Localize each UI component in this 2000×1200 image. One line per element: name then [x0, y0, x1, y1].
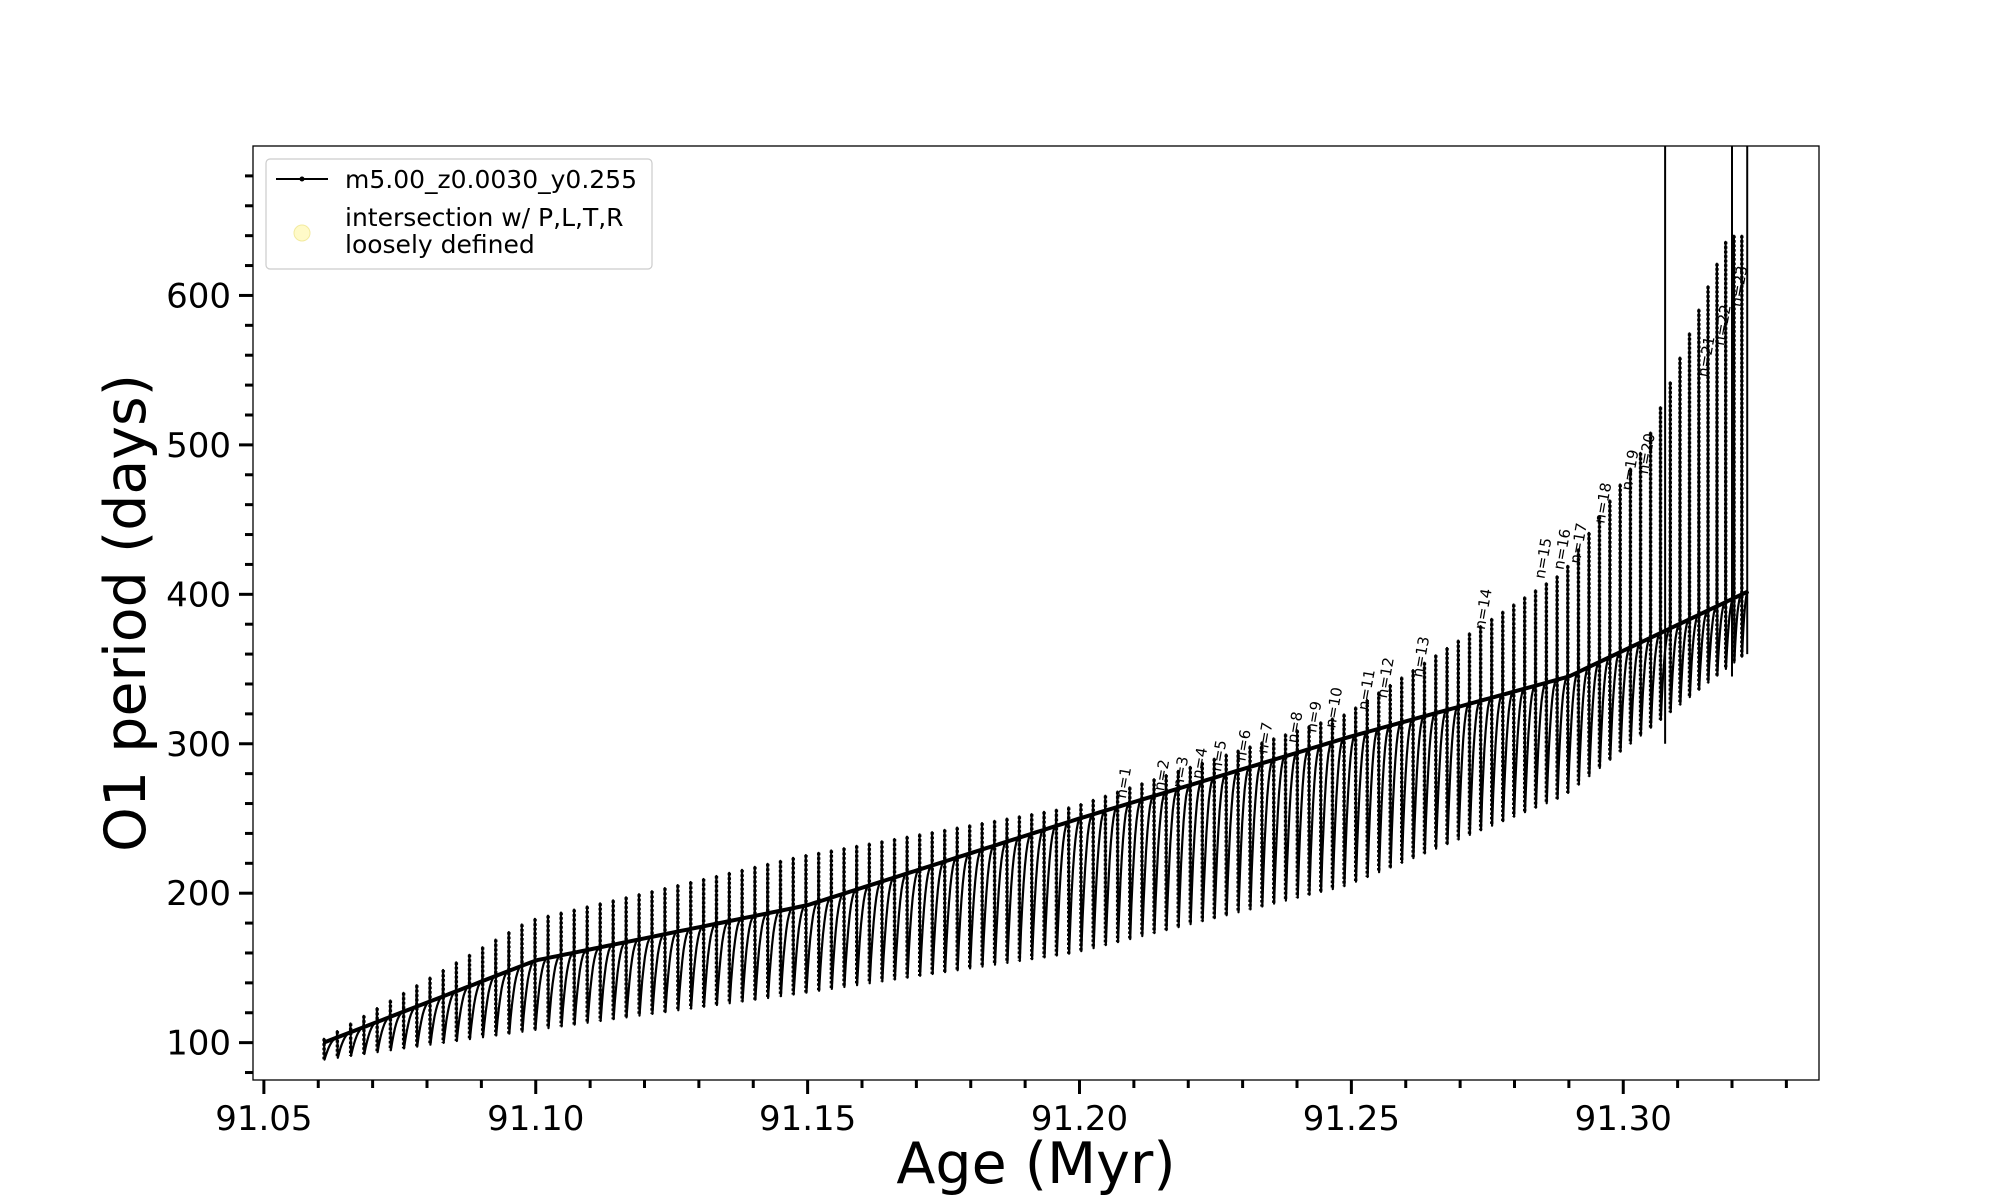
pulse-label: n=6: [1232, 728, 1255, 762]
x-tick-label: 91.10: [487, 1099, 584, 1139]
legend-series-label: m5.00_z0.0030_y0.255: [345, 165, 637, 194]
x-tick-label: 91.20: [1031, 1099, 1128, 1139]
x-tick-label: 91.15: [759, 1099, 856, 1139]
series-baseline: [322, 589, 1750, 1045]
pulse-label: n=18: [1590, 481, 1615, 525]
y-tick-label: 100: [166, 1024, 231, 1064]
pulse-label: n=12: [1373, 656, 1398, 700]
plot-frame: [252, 145, 1820, 1081]
pulse-label: n=7: [1253, 721, 1276, 755]
legend-box: [265, 158, 653, 270]
pulse-label: n=2: [1150, 758, 1173, 792]
y-tick-label: 500: [166, 426, 231, 466]
y-tick-label: 300: [166, 725, 231, 765]
spike-layer: [1664, 146, 1749, 744]
series-layer: [322, 234, 1750, 1061]
annotation-layer: n=1 n=2n=3n=4n=5 n=6n=7 n=8n=9n=10 n=11n=12 n…: [1112, 264, 1751, 799]
pulse-label: n=5: [1207, 739, 1230, 773]
pulse-label: n=4: [1188, 746, 1211, 780]
x-axis: 91.05 91.10 91.15 91.20 91.25 91.30: [215, 1080, 1788, 1139]
pulse-label: n=1: [1112, 766, 1135, 800]
legend-dot-icon: [299, 176, 305, 182]
y-tick-label: 400: [166, 575, 231, 615]
y-axis-label: O1 period (days): [93, 374, 159, 852]
x-tick-label: 91.30: [1575, 1099, 1672, 1139]
y-axis: 100 200 300 400 500 600: [166, 174, 253, 1075]
legend-yellow-circle-icon: [293, 224, 311, 242]
pulse-label: n=10: [1321, 686, 1346, 730]
pulse-label: n=8: [1283, 710, 1306, 744]
pulse-label: n=17: [1566, 521, 1591, 565]
pulse-label: n=13: [1408, 635, 1433, 679]
series-line: [322, 234, 1750, 1061]
y-tick-label: 200: [166, 874, 231, 914]
legend-intersection-label-line1: intersection w/ P,L,T,R: [345, 203, 624, 232]
x-axis-label: Age (Myr): [896, 1131, 1175, 1197]
legend: m5.00_z0.0030_y0.255 intersection w/ P,L…: [265, 158, 653, 270]
pulse-label: n=9: [1302, 700, 1325, 734]
pulse-label: n=20: [1634, 432, 1659, 476]
y-tick-label: 600: [166, 276, 231, 316]
legend-intersection-label-line2: loosely defined: [345, 230, 535, 259]
pulse-label: n=3: [1169, 755, 1192, 789]
x-tick-label: 91.05: [215, 1099, 312, 1139]
x-tick-label: 91.25: [1303, 1099, 1400, 1139]
